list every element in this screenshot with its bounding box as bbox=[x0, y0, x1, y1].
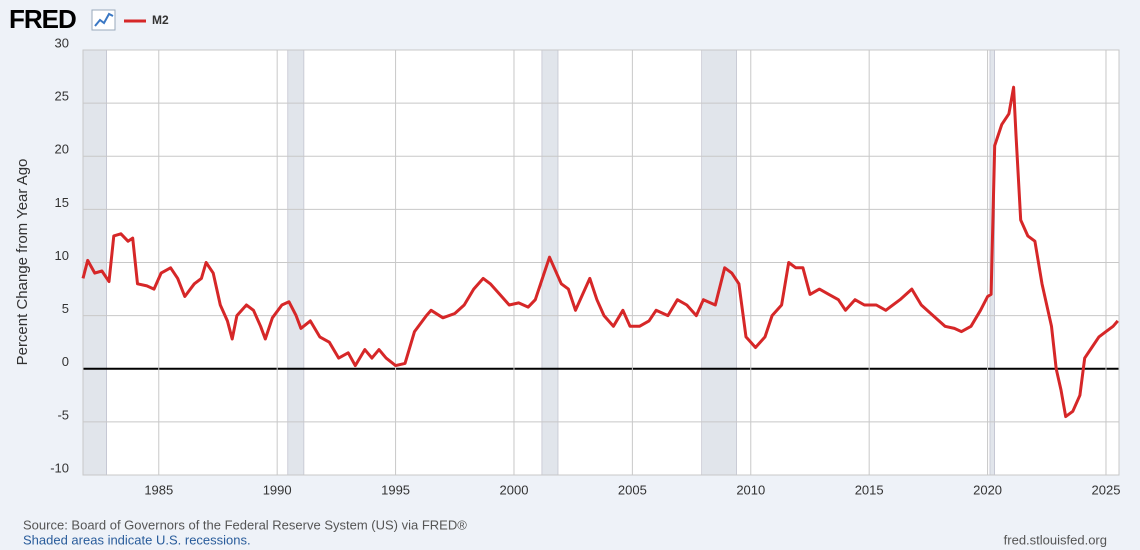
y-tick-label: 25 bbox=[55, 89, 69, 104]
y-tick-label: 15 bbox=[55, 195, 69, 210]
y-axis-label: Percent Change from Year Ago bbox=[14, 159, 31, 366]
x-tick-label: 2000 bbox=[500, 482, 529, 497]
x-tick-label: 2015 bbox=[855, 482, 884, 497]
x-tick-label: 1995 bbox=[381, 482, 410, 497]
y-tick-label: 5 bbox=[62, 301, 69, 316]
source: Source: Board of Governors of the Federa… bbox=[23, 517, 467, 532]
logo-icon bbox=[91, 9, 116, 31]
x-tick-label: 1985 bbox=[144, 482, 173, 497]
x-tick-label: 2010 bbox=[736, 482, 765, 497]
legend-label: M2 bbox=[152, 13, 169, 27]
y-tick-label: 20 bbox=[55, 142, 69, 157]
x-tick-label: 2005 bbox=[618, 482, 647, 497]
recession-note: Shaded areas indicate U.S. recessions. bbox=[23, 532, 251, 547]
y-tick-label: 0 bbox=[62, 354, 69, 369]
x-tick-label: 2020 bbox=[973, 482, 1002, 497]
site: fred.stlouisfed.org bbox=[1004, 532, 1107, 547]
y-tick-label: 30 bbox=[55, 35, 69, 50]
x-tick-label: 2025 bbox=[1092, 482, 1121, 497]
y-tick-label: -10 bbox=[50, 460, 69, 475]
series-line bbox=[81, 85, 1119, 419]
plot-border bbox=[82, 49, 1120, 476]
x-tick-label: 1990 bbox=[263, 482, 292, 497]
logo: FRED bbox=[9, 4, 76, 34]
y-tick-label: -5 bbox=[57, 407, 69, 422]
y-tick-label: 10 bbox=[55, 248, 69, 263]
